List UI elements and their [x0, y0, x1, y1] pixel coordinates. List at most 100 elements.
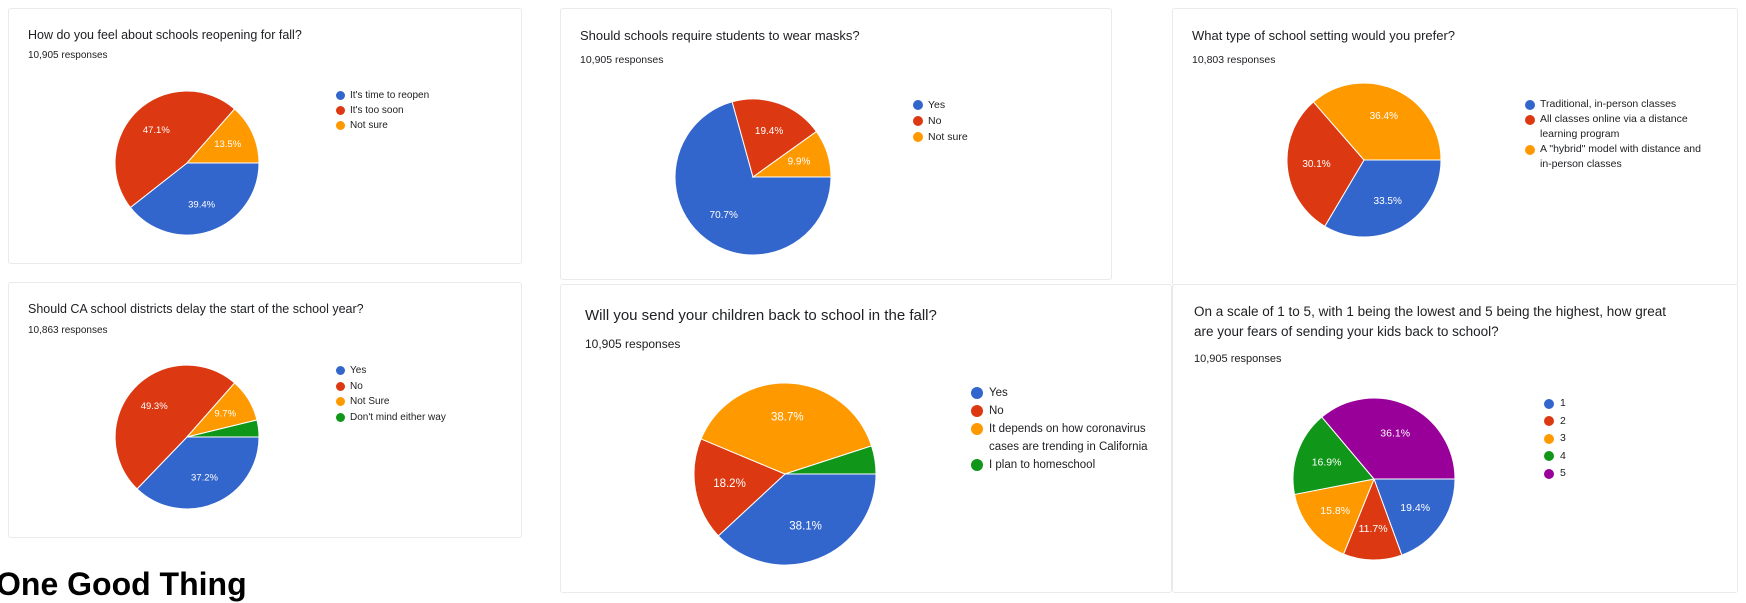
legend-swatch [1525, 144, 1535, 155]
chart-card-send-back: Will you send your children back to scho… [560, 284, 1172, 593]
legend-label: All classes online via a distance learni… [1540, 113, 1688, 140]
legend-item[interactable]: No [913, 113, 968, 129]
legend-label: It depends on how coronavirus cases are … [989, 423, 1148, 453]
slice-label: 36.4% [1370, 111, 1398, 122]
legend-item[interactable]: I plan to homeschool [971, 456, 1171, 474]
pie-slice[interactable] [751, 130, 832, 178]
chart-card-setting: What type of school setting would you pr… [1172, 8, 1738, 286]
response-count: 10,905 responses [585, 337, 681, 351]
pie-slice[interactable] [186, 419, 260, 438]
legend-item[interactable]: 2 [1544, 413, 1566, 431]
slice-label: 33.5% [1374, 196, 1402, 207]
slice-label: 37.2% [191, 473, 218, 484]
pie-slice[interactable] [1293, 478, 1375, 555]
pie-chart: 39.4% 47.1% 13.5% [114, 90, 260, 236]
pie-slice[interactable] [114, 90, 236, 209]
slice-label: 36.1% [1380, 428, 1410, 440]
pie-slice[interactable] [693, 438, 786, 537]
legend-label: It's too soon [350, 105, 404, 116]
slice-label: 19.4% [1400, 502, 1430, 514]
chart-title: Should CA school districts delay the sta… [28, 302, 364, 316]
legend-item[interactable]: 3 [1544, 430, 1566, 448]
legend-swatch [336, 412, 345, 422]
pie-slice[interactable] [129, 162, 260, 236]
chart-card-delay: Should CA school districts delay the sta… [8, 282, 522, 538]
slice-label: 39.4% [188, 200, 215, 211]
legend-swatch [971, 459, 983, 471]
chart-title: Should schools require students to wear … [580, 28, 860, 43]
legend-item[interactable]: It's too soon [336, 103, 429, 118]
pie-slice[interactable] [185, 108, 260, 164]
legend-label: Yes [989, 387, 1008, 399]
legend-label: 2 [1560, 414, 1566, 427]
slice-label: 38.7% [771, 412, 804, 424]
legend-item[interactable]: It's time to reopen [336, 88, 429, 103]
slice-label: 13.5% [214, 139, 241, 150]
legend-label: Not sure [928, 131, 968, 143]
pie-slice[interactable] [674, 101, 832, 256]
legend-item[interactable]: Not sure [913, 129, 968, 145]
legend-item[interactable]: Not Sure [336, 394, 446, 410]
pie-slice[interactable] [700, 382, 873, 475]
pie-chart: 33.5% 30.1% 36.4% [1286, 82, 1442, 238]
slice-label: 16.9% [1312, 456, 1342, 468]
legend-item[interactable]: Yes [913, 97, 968, 113]
chart-title: On a scale of 1 to 5, with 1 being the l… [1194, 304, 1667, 339]
legend-swatch [336, 106, 345, 115]
chart-title: How do you feel about schools reopening … [28, 28, 302, 42]
pie-slice[interactable] [784, 445, 877, 475]
legend-item[interactable]: All classes online via a distance learni… [1525, 112, 1705, 142]
legend-item[interactable]: It depends on how coronavirus cases are … [971, 420, 1171, 456]
pie-slice[interactable] [1286, 101, 1365, 227]
slice-label: 70.7% [710, 210, 738, 221]
section-heading: One Good Thing [0, 566, 247, 602]
legend-item[interactable]: Traditional, in-person classes [1525, 97, 1705, 112]
chart-legend: Yes No It depends on how coronavirus cases… [971, 384, 1171, 474]
pie-slice[interactable] [1324, 159, 1442, 238]
legend-swatch [1544, 468, 1554, 479]
pie-slice[interactable] [136, 436, 260, 510]
legend-label: No [928, 115, 942, 127]
legend-swatch [1544, 451, 1554, 462]
legend-item[interactable]: No [971, 402, 1171, 420]
slice-label: 19.4% [755, 126, 783, 137]
legend-item[interactable]: 4 [1544, 448, 1566, 466]
pie-slice[interactable] [1321, 397, 1456, 480]
pie-slice[interactable] [114, 364, 236, 490]
legend-swatch [336, 397, 345, 407]
pie-slice[interactable] [1312, 82, 1442, 161]
slice-label: 9.9% [788, 157, 811, 168]
legend-swatch [971, 423, 983, 435]
chart-title: Will you send your children back to scho… [585, 307, 937, 324]
legend-label: Yes [928, 99, 946, 111]
legend-label: Yes [350, 365, 367, 376]
legend-item[interactable]: Don't mind either way [336, 410, 446, 426]
legend-swatch [336, 121, 345, 130]
legend-item[interactable]: 5 [1544, 465, 1566, 483]
legend-swatch [1525, 114, 1535, 125]
legend-item[interactable]: Not sure [336, 118, 429, 133]
chart-legend: Traditional, in-person classes All classe… [1525, 97, 1705, 172]
legend-item[interactable]: Yes [336, 363, 446, 379]
slice-label: 9.7% [214, 408, 236, 419]
pie-slice[interactable] [731, 98, 818, 178]
pie-slice[interactable] [1373, 478, 1456, 556]
legend-swatch [913, 100, 923, 110]
legend-item[interactable]: Yes [971, 384, 1171, 402]
pie-slice[interactable] [1292, 416, 1375, 496]
legend-label: Traditional, in-person classes [1540, 98, 1677, 110]
legend-label: 5 [1560, 467, 1566, 479]
chart-legend: It's time to reopen It's too soon Not sure [336, 88, 429, 133]
response-count: 10,863 responses [28, 325, 108, 336]
pie-slice[interactable] [717, 473, 877, 566]
legend-swatch [971, 405, 983, 417]
legend-item[interactable]: No [336, 379, 446, 395]
legend-label: A "hybrid" model with distance and in-pe… [1540, 143, 1701, 170]
legend-label: Not Sure [350, 396, 390, 407]
legend-item[interactable]: 1 [1544, 395, 1566, 413]
pie-chart: 19.4% 11.7% 15.8% 16.9% 36.1% [1292, 397, 1456, 561]
legend-item[interactable]: A "hybrid" model with distance and in-pe… [1525, 142, 1705, 172]
chart-legend: Yes No Not sure [913, 97, 968, 145]
slice-label: 47.1% [143, 125, 170, 136]
legend-label: I plan to homeschool [989, 459, 1096, 471]
